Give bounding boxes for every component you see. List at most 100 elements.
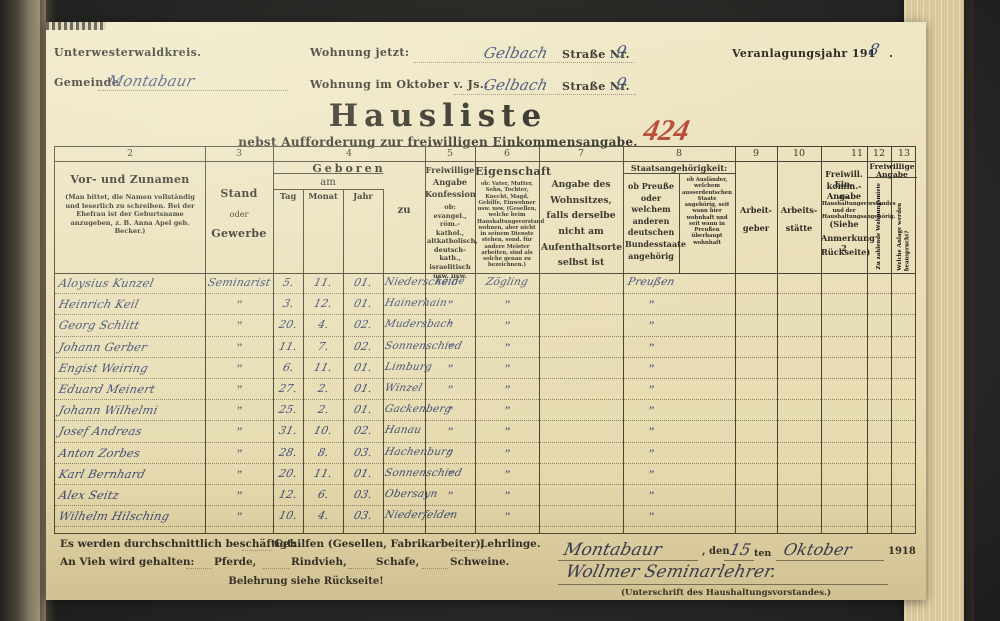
- table-row[interactable]: Heinrich Keil” 3. 12. 01. Hainerhain”””: [55, 296, 915, 317]
- cell-staat[interactable]: ”: [623, 297, 679, 312]
- cell-staat[interactable]: ”: [623, 382, 679, 397]
- cell-zu[interactable]: Limburg: [384, 361, 434, 373]
- cell-eigenschaft[interactable]: Zögling: [475, 276, 539, 288]
- cell-tag[interactable]: 25.: [273, 403, 303, 416]
- cell-name[interactable]: Heinrich Keil: [57, 297, 203, 311]
- cell-zu[interactable]: Sonnenschied: [384, 467, 464, 479]
- cell-monat[interactable]: 2.: [303, 382, 343, 395]
- cell-konfession[interactable]: ”: [425, 318, 475, 333]
- cell-staat[interactable]: ”: [623, 509, 679, 524]
- cell-tag[interactable]: 10.: [273, 509, 303, 522]
- cell-tag[interactable]: 12.: [273, 488, 303, 501]
- cell-zu[interactable]: Hachenburg: [384, 446, 455, 458]
- cell-jahr[interactable]: 03.: [343, 488, 383, 501]
- cell-monat[interactable]: 11.: [303, 276, 343, 289]
- cell-monat[interactable]: 8.: [303, 446, 343, 459]
- cell-jahr[interactable]: 01.: [343, 382, 383, 395]
- table-row[interactable]: Eduard Meinert ” 27. 2. 01. Winzel ” ” ”: [55, 381, 915, 402]
- cell-tag[interactable]: 20.: [273, 467, 303, 480]
- cell-zu[interactable]: Mudersbach: [384, 318, 455, 330]
- cell-name[interactable]: Engist Weiring: [57, 361, 203, 375]
- cell-stand[interactable]: ”: [205, 318, 273, 333]
- cell-name[interactable]: Johann Gerber: [57, 340, 203, 354]
- cell-stand[interactable]: ”: [205, 446, 273, 461]
- cell-eigenschaft[interactable]: ”: [475, 318, 539, 333]
- cell-monat[interactable]: 4.: [303, 318, 343, 331]
- cell-stand[interactable]: ”: [205, 297, 273, 312]
- cell-staat[interactable]: ”: [623, 488, 679, 503]
- cell-stand[interactable]: ”: [205, 361, 273, 376]
- cell-tag[interactable]: 3.: [273, 297, 303, 310]
- table-row[interactable]: Karl Bernhard” 20. 11. 01. Sonnenschied”””: [55, 466, 915, 487]
- cell-monat[interactable]: 7.: [303, 340, 343, 353]
- cell-name[interactable]: Anton Zorbes: [57, 446, 203, 460]
- cell-name[interactable]: Karl Bernhard: [57, 467, 203, 481]
- cell-eigenschaft[interactable]: ”: [475, 297, 539, 312]
- cell-name[interactable]: Eduard Meinert: [57, 382, 203, 396]
- cell-name[interactable]: Johann Wilhelmi: [57, 403, 203, 417]
- cell-konfession[interactable]: ”: [425, 509, 475, 524]
- cell-monat[interactable]: 11.: [303, 467, 343, 480]
- cell-monat[interactable]: 10.: [303, 424, 343, 437]
- cell-zu[interactable]: Hanau: [384, 424, 425, 436]
- cell-tag[interactable]: 5.: [273, 276, 303, 289]
- table-row[interactable]: Wilhelm Hilsching” 10. 4. 03. Niederfelden””…: [55, 508, 915, 529]
- cell-monat[interactable]: 6.: [303, 488, 343, 501]
- cell-jahr[interactable]: 01.: [343, 297, 383, 310]
- table-row[interactable]: Anton Zorbes” 28. 8. 03. Hachenburg”””: [55, 445, 915, 466]
- cell-eigenschaft[interactable]: ”: [475, 424, 539, 439]
- cell-eigenschaft[interactable]: ”: [475, 488, 539, 503]
- cell-jahr[interactable]: 01.: [343, 403, 383, 416]
- cell-konfession[interactable]: ”: [425, 424, 475, 439]
- cell-zu[interactable]: Winzel: [384, 382, 425, 394]
- cell-jahr[interactable]: 02.: [343, 424, 383, 437]
- cell-eigenschaft[interactable]: ”: [475, 403, 539, 418]
- cell-konfession[interactable]: ”: [425, 488, 475, 503]
- cell-stand[interactable]: ”: [205, 488, 273, 503]
- cell-zu[interactable]: Sonnenschied: [384, 340, 464, 352]
- cell-stand[interactable]: ”: [205, 424, 273, 439]
- cell-staat[interactable]: ”: [623, 340, 679, 355]
- cell-zu[interactable]: Hainerhain: [384, 297, 449, 309]
- cell-stand[interactable]: ”: [205, 509, 273, 524]
- cell-name[interactable]: Georg Schlitt: [57, 318, 203, 332]
- table-row[interactable]: Alex Seitz ” 12. 6. 03. Obersayn ” ” ”: [55, 487, 915, 508]
- cell-jahr[interactable]: 03.: [343, 509, 383, 522]
- cell-monat[interactable]: 4.: [303, 509, 343, 522]
- cell-staat[interactable]: ”: [623, 424, 679, 439]
- cell-eigenschaft[interactable]: ”: [475, 382, 539, 397]
- cell-konfession[interactable]: ”: [425, 382, 475, 397]
- cell-tag[interactable]: 27.: [273, 382, 303, 395]
- cell-konfession[interactable]: ”: [425, 297, 475, 312]
- cell-name[interactable]: Wilhelm Hilsching: [57, 509, 203, 523]
- cell-eigenschaft[interactable]: ”: [475, 340, 539, 355]
- cell-staat[interactable]: ”: [623, 361, 679, 376]
- cell-staat[interactable]: ”: [623, 318, 679, 333]
- cell-konfession[interactable]: keine: [425, 276, 475, 287]
- cell-jahr[interactable]: 02.: [343, 340, 383, 353]
- cell-monat[interactable]: 11.: [303, 361, 343, 374]
- cell-stand[interactable]: Seminarist: [205, 276, 273, 289]
- cell-konfession[interactable]: ”: [425, 446, 475, 461]
- cell-staat[interactable]: ”: [623, 467, 679, 482]
- cell-tag[interactable]: 11.: [273, 340, 303, 353]
- cell-konfession[interactable]: ”: [425, 403, 475, 418]
- cell-name[interactable]: Aloysius Kunzel: [57, 276, 203, 290]
- table-row[interactable]: Georg Schlitt” 20. 4. 02. Mudersbach”””: [55, 317, 915, 338]
- cell-zu[interactable]: Niederfelden: [384, 509, 459, 521]
- cell-konfession[interactable]: ”: [425, 361, 475, 376]
- table-row[interactable]: Engist Weiring ” 6. 11. 01. Limburg ” ” ”: [55, 360, 915, 381]
- cell-jahr[interactable]: 01.: [343, 276, 383, 289]
- cell-staat[interactable]: ”: [623, 403, 679, 418]
- table-row[interactable]: Josef Andreas ” 31. 10. 02. Hanau ” ” ”: [55, 423, 915, 444]
- cell-staat[interactable]: Preußen: [623, 276, 679, 288]
- cell-tag[interactable]: 28.: [273, 446, 303, 459]
- cell-zu[interactable]: Obersayn: [384, 488, 439, 500]
- cell-zu[interactable]: Gackenberg: [384, 403, 453, 415]
- cell-monat[interactable]: 2.: [303, 403, 343, 416]
- cell-jahr[interactable]: 01.: [343, 467, 383, 480]
- cell-eigenschaft[interactable]: ”: [475, 467, 539, 482]
- cell-eigenschaft[interactable]: ”: [475, 509, 539, 524]
- cell-tag[interactable]: 20.: [273, 318, 303, 331]
- cell-tag[interactable]: 31.: [273, 424, 303, 437]
